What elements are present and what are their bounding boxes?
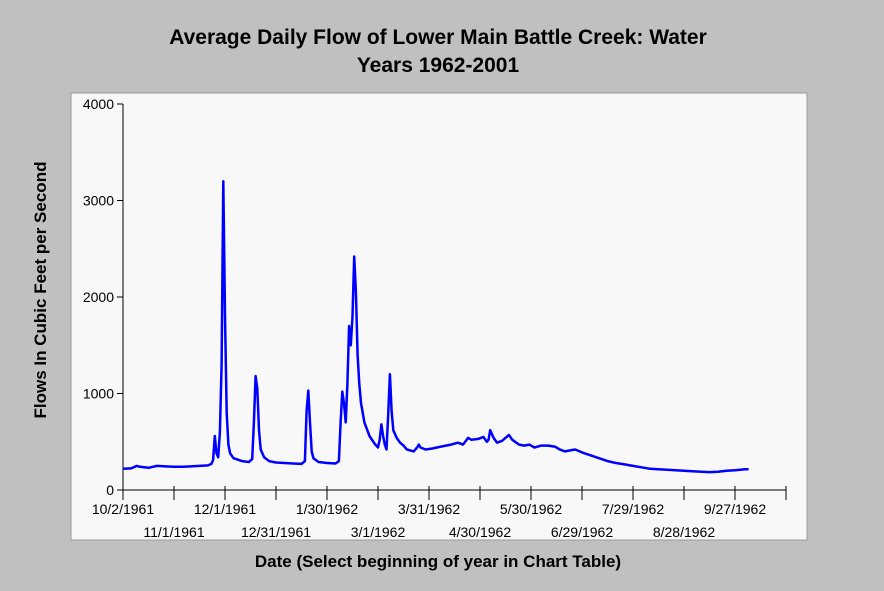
x-tick-label: 10/2/1961: [92, 501, 154, 517]
y-tick-label: 1000: [83, 386, 114, 402]
x-axis-ticks: 10/2/1961 11/1/1961 12/1/1961 12/31/1961 1/3…: [92, 486, 787, 540]
x-tick-label: 8/28/1962: [653, 524, 715, 540]
x-tick-label: 12/1/1961: [194, 501, 256, 517]
x-tick-label: 5/30/1962: [500, 501, 562, 517]
x-tick-label: 3/31/1962: [398, 501, 460, 517]
x-tick-label: 1/30/1962: [296, 501, 358, 517]
y-axis-title: Flows In Cubic Feet per Second: [31, 162, 50, 419]
series-layer: [122, 179, 749, 474]
x-axis-title: Date (Select beginning of year in Chart …: [255, 552, 621, 571]
y-tick-label: 0: [106, 482, 114, 498]
x-tick-label: 3/1/1962: [351, 524, 406, 540]
y-tick-label: 4000: [83, 96, 114, 112]
x-tick-label: 4/30/1962: [449, 524, 511, 540]
series-line-flow: [122, 179, 749, 474]
x-tick-label: 12/31/1961: [241, 524, 311, 540]
chart-title-line1: Average Daily Flow of Lower Main Battle …: [169, 26, 707, 49]
x-tick-label: 6/29/1962: [551, 524, 613, 540]
y-tick-label: 2000: [83, 289, 114, 305]
chart-title-line2: Years 1962-2001: [357, 54, 520, 77]
x-tick-label: 9/27/1962: [704, 501, 766, 517]
y-axis-ticks: 0 1000 2000 3000 4000: [83, 96, 123, 498]
plot-background: [70, 92, 808, 541]
x-tick-label: 7/29/1962: [602, 501, 664, 517]
x-tick-label: 11/1/1961: [143, 524, 204, 540]
y-tick-label: 3000: [83, 193, 114, 209]
